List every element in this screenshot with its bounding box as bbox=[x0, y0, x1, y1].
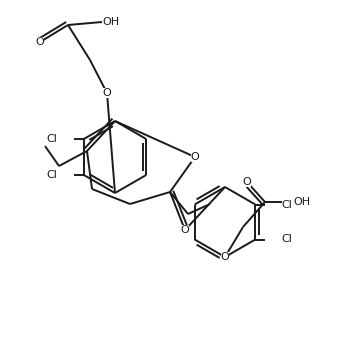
Text: OH: OH bbox=[102, 17, 119, 27]
Text: Cl: Cl bbox=[282, 235, 293, 245]
Text: O: O bbox=[181, 225, 189, 235]
Text: Cl: Cl bbox=[46, 170, 57, 180]
Text: Cl: Cl bbox=[46, 134, 57, 144]
Text: O: O bbox=[221, 252, 229, 262]
Text: OH: OH bbox=[293, 197, 310, 207]
Text: O: O bbox=[103, 88, 111, 98]
Text: O: O bbox=[191, 152, 199, 162]
Text: O: O bbox=[36, 37, 44, 47]
Text: O: O bbox=[243, 177, 252, 187]
Text: Cl: Cl bbox=[282, 200, 293, 209]
